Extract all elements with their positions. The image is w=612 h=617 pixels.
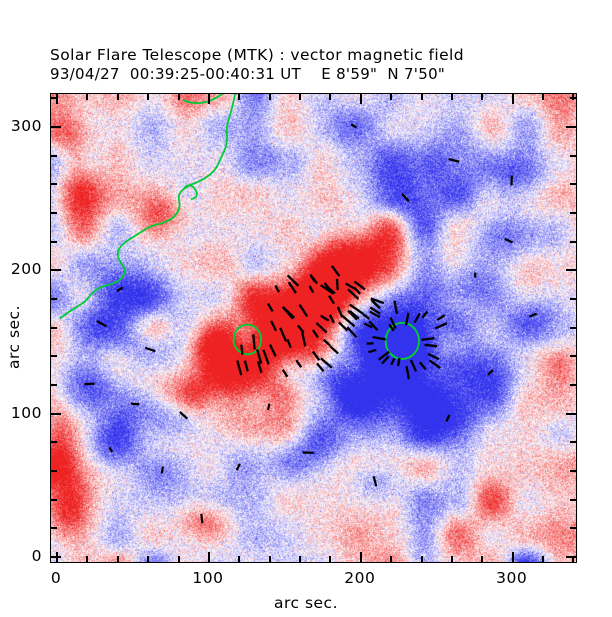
y-tick-right <box>570 470 577 472</box>
y-tick-right <box>570 155 577 157</box>
y-tick <box>50 499 57 501</box>
y-tick-right <box>566 413 577 415</box>
x-tick <box>86 556 88 563</box>
x-tick <box>56 552 58 563</box>
y-tick-right <box>570 298 577 300</box>
x-tick-top <box>451 93 453 100</box>
y-tick-right <box>570 527 577 529</box>
x-tick-top <box>572 93 574 100</box>
x-tick <box>299 556 301 563</box>
y-tick-right <box>566 269 577 271</box>
y-tick <box>50 470 57 472</box>
title-line-2: 93/04/27 00:39:25-00:40:31 UT E 8'59" N … <box>50 65 446 83</box>
x-tick-top <box>178 93 180 100</box>
y-tick <box>50 327 57 329</box>
x-tick <box>572 556 574 563</box>
figure-title: Solar Flare Telescope (MTK) : vector mag… <box>50 46 580 84</box>
x-tick <box>390 556 392 563</box>
x-tick <box>512 552 514 563</box>
y-tick-right <box>570 327 577 329</box>
x-tick-top <box>329 93 331 100</box>
y-tick <box>50 155 57 157</box>
x-tick-top <box>269 93 271 100</box>
y-tick-right <box>570 183 577 185</box>
x-tick <box>147 556 149 563</box>
x-tick-label: 300 <box>496 569 528 587</box>
y-tick-right <box>570 499 577 501</box>
y-tick <box>50 556 61 558</box>
x-tick-top <box>86 93 88 100</box>
y-tick <box>50 241 57 243</box>
title-line-1: Solar Flare Telescope (MTK) : vector mag… <box>50 46 464 64</box>
y-tick <box>50 269 61 271</box>
x-tick-top <box>481 93 483 100</box>
x-tick <box>542 556 544 563</box>
y-tick-right <box>570 212 577 214</box>
y-axis-title: arc sec. <box>5 304 23 370</box>
plot-area <box>50 93 577 563</box>
y-tick <box>50 97 57 99</box>
x-tick <box>421 556 423 563</box>
x-tick-top <box>117 93 119 100</box>
x-tick-label: 0 <box>50 569 62 587</box>
y-tick-right <box>566 556 577 558</box>
x-tick <box>238 556 240 563</box>
x-tick-label: 200 <box>344 569 376 587</box>
y-tick <box>50 527 57 529</box>
y-tick-right <box>566 126 577 128</box>
y-tick <box>50 384 57 386</box>
x-tick-top <box>360 93 362 104</box>
x-tick <box>117 556 119 563</box>
x-tick <box>329 556 331 563</box>
y-tick-label: 300 <box>10 116 42 135</box>
x-tick <box>269 556 271 563</box>
x-tick-top <box>299 93 301 100</box>
x-tick-top <box>542 93 544 100</box>
y-tick-right <box>570 355 577 357</box>
x-tick <box>178 556 180 563</box>
y-tick <box>50 126 61 128</box>
y-tick-right <box>570 241 577 243</box>
x-tick-top <box>238 93 240 100</box>
x-tick-top <box>208 93 210 104</box>
y-tick <box>50 183 57 185</box>
y-tick <box>50 298 57 300</box>
y-tick <box>50 441 57 443</box>
y-tick <box>50 355 57 357</box>
x-tick <box>451 556 453 563</box>
x-tick-label: 100 <box>192 569 224 587</box>
x-tick-top <box>147 93 149 100</box>
y-tick-label: 0 <box>31 546 42 565</box>
y-tick <box>50 212 57 214</box>
y-tick-right <box>570 384 577 386</box>
y-tick-label: 200 <box>10 260 42 279</box>
y-tick-right <box>570 441 577 443</box>
x-tick-top <box>421 93 423 100</box>
x-tick <box>360 552 362 563</box>
x-tick-top <box>512 93 514 104</box>
x-tick <box>481 556 483 563</box>
x-tick-top <box>390 93 392 100</box>
x-tick-top <box>56 93 58 104</box>
x-axis-title: arc sec. <box>273 594 339 612</box>
y-tick <box>50 413 61 415</box>
magnetogram-image <box>50 93 577 563</box>
x-tick <box>208 552 210 563</box>
y-tick-label: 100 <box>10 403 42 422</box>
y-tick-right <box>570 97 577 99</box>
